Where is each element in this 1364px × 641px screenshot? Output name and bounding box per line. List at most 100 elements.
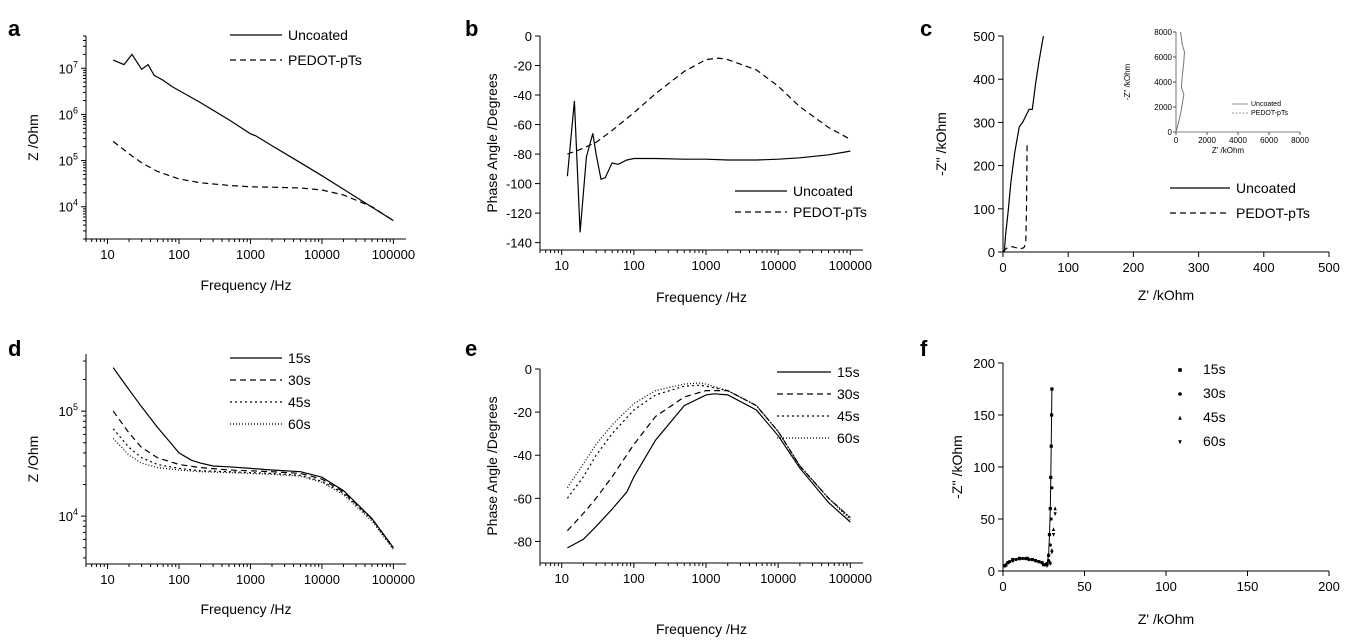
y-tick-label: -40 xyxy=(513,88,532,103)
y-axis-label: Z /Ohm xyxy=(25,114,41,161)
series-line-Uncoated xyxy=(1003,35,1044,252)
legend: 15s 30s 45s 60s xyxy=(777,364,860,446)
x-tick-label: 300 xyxy=(1188,260,1210,275)
x-tick-label: 10 xyxy=(554,571,568,586)
y-tick-label: 0 xyxy=(988,564,995,579)
legend-label: Uncoated xyxy=(1236,180,1296,196)
data-point xyxy=(1037,560,1041,564)
data-point xyxy=(1025,556,1030,561)
panel-e: e 10 100 1000 10000 100000 0 -20 -40 -60 -80 Freque… xyxy=(465,336,872,637)
x-tick-label: 10000 xyxy=(304,572,340,587)
legend: 15s 30s 45s 60s xyxy=(230,350,311,432)
data-point xyxy=(1020,556,1025,561)
legend-label: 15s xyxy=(288,350,311,366)
series-line xyxy=(1004,388,1053,567)
data-point xyxy=(1017,556,1021,561)
x-tick-label: 10000 xyxy=(304,247,340,262)
panel-c: c 0 100 200 300 400 500 0 100 200 300 400 500 Z' /kOh… xyxy=(920,16,1340,303)
legend-label: 45s xyxy=(837,408,860,424)
y-tick-label: 500 xyxy=(973,29,995,44)
y-tick-label: -100 xyxy=(506,177,532,192)
data-point xyxy=(1048,543,1052,547)
y-tick-label: -40 xyxy=(513,448,532,463)
data-point xyxy=(1024,556,1028,561)
y-axis-label: Phase Angle /Degrees xyxy=(484,73,500,212)
x-axis-label: Frequency /Hz xyxy=(656,289,747,305)
data-point xyxy=(1040,561,1044,565)
x-tick-label: 100 xyxy=(623,571,645,586)
y-tick-label: 104 xyxy=(59,507,78,524)
x-tick-label: 100000 xyxy=(372,247,415,262)
inset-legend-label: Uncoated xyxy=(1251,101,1281,108)
x-axis-label: Z' /kOhm xyxy=(1138,611,1194,627)
data-point xyxy=(1047,553,1051,557)
data-point xyxy=(1178,368,1182,372)
y-tick-label: 107 xyxy=(59,59,78,76)
inset-x-tick-label: 0 xyxy=(1174,136,1179,145)
y-axis-label: Phase Angle /Degrees xyxy=(484,396,500,535)
legend-label: 30s xyxy=(288,372,311,388)
series-line-PEDOT-pTs xyxy=(1003,143,1028,252)
series-line-45s xyxy=(112,428,394,550)
legend-label: PEDOT-pTs xyxy=(793,204,867,220)
panel-b: b 10 100 1000 10000 100000 0 -20 -40 -60 -80 -100 -1… xyxy=(465,16,872,305)
y-tick-label: 100 xyxy=(973,202,995,217)
x-axis-label: Frequency /Hz xyxy=(656,621,747,637)
y-tick-label: 400 xyxy=(973,72,995,87)
y-tick-label: -80 xyxy=(513,534,532,549)
data-point xyxy=(1048,562,1052,566)
data-point xyxy=(1042,563,1046,567)
panel-letter: e xyxy=(465,336,477,361)
y-tick-label: 0 xyxy=(525,362,532,377)
x-tick-label: 10 xyxy=(554,258,568,273)
inset-x-tick-label: 6000 xyxy=(1260,136,1278,145)
y-tick-label: -60 xyxy=(513,491,532,506)
inset-series-line xyxy=(1175,31,1186,133)
y-tick-label: 0 xyxy=(525,29,532,44)
x-tick-label: 10 xyxy=(100,247,114,262)
data-point xyxy=(1053,506,1057,511)
x-tick-label: 0 xyxy=(999,260,1006,275)
y-axis-label: -Z'' /kOhm xyxy=(933,112,949,176)
data-point xyxy=(1014,557,1018,562)
legend: Uncoated PEDOT-pTs xyxy=(230,27,362,68)
series-line-15s xyxy=(112,367,394,549)
x-axis-label: Frequency /Hz xyxy=(200,277,291,293)
x-tick-label: 150 xyxy=(1237,579,1259,594)
data-point xyxy=(1048,507,1052,511)
x-tick-label: 100 xyxy=(623,258,645,273)
data-point xyxy=(1049,413,1054,417)
inset-y-tick-label: 0 xyxy=(1168,128,1173,137)
y-axis-label: -Z'' /kOhm xyxy=(949,435,965,499)
panel-letter: d xyxy=(8,336,21,361)
y-tick-label: -20 xyxy=(513,405,532,420)
data-point xyxy=(1004,563,1008,567)
legend: 15s 30s 45s 60s xyxy=(1178,361,1226,449)
y-tick-label: 200 xyxy=(973,159,995,174)
data-point xyxy=(1050,550,1054,555)
series-line-PEDOT-pTs xyxy=(567,57,851,155)
panel-letter: a xyxy=(8,16,21,41)
panel-a: a 10 100 1000 10000 100000 104 105 106 107 Frequen… xyxy=(8,16,415,293)
legend-label: 60s xyxy=(288,416,311,432)
data-point xyxy=(1007,560,1012,564)
series-line-Uncoated xyxy=(112,53,394,222)
series-30s xyxy=(1003,486,1054,568)
y-tick-label: -20 xyxy=(513,59,532,74)
legend-label: 45s xyxy=(288,394,311,410)
legend-label: 30s xyxy=(1203,385,1226,401)
data-point xyxy=(1049,475,1053,479)
x-tick-label: 10 xyxy=(100,572,114,587)
series-60s xyxy=(1004,512,1057,568)
inset-y-tick-label: 4000 xyxy=(1154,78,1172,87)
inset-y-tick-label: 2000 xyxy=(1154,103,1172,112)
legend-label: 30s xyxy=(837,386,860,402)
legend-label: 45s xyxy=(1203,409,1226,425)
data-point xyxy=(1053,512,1057,516)
inset-legend-label: PEDOT-pTs xyxy=(1251,110,1288,117)
x-tick-label: 100 xyxy=(1155,579,1177,594)
legend-label: Uncoated xyxy=(288,27,348,43)
data-point xyxy=(1034,559,1038,563)
data-point xyxy=(1178,415,1182,420)
data-point xyxy=(1049,444,1053,448)
